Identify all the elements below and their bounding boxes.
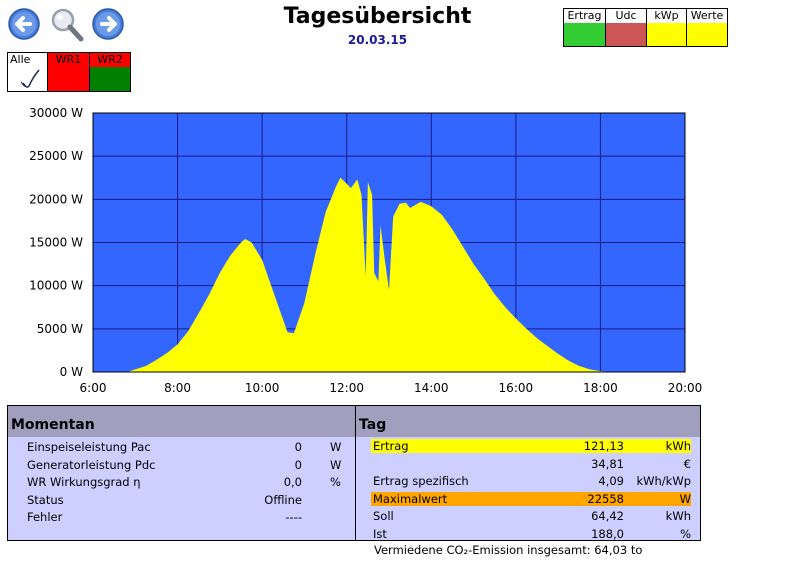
view-werte-toggle[interactable]: Werte (686, 8, 728, 47)
tag-row-value: 188,0 (591, 526, 624, 541)
x-tick-label: 8:00 (164, 381, 191, 395)
tag-row-highlight (371, 491, 691, 506)
view-ertrag-toggle[interactable]: Ertrag (563, 8, 606, 47)
momentan-row-value: 0 (294, 440, 302, 454)
arrow-right-icon[interactable] (92, 8, 124, 40)
momentan-row-label: Fehler (27, 510, 63, 524)
tag-row-label (373, 456, 523, 472)
momentan-row-value: 0,0 (283, 475, 302, 489)
arrow-left-icon[interactable] (8, 8, 40, 40)
power-area (126, 177, 622, 372)
tag-row-value: 34,81 (591, 456, 624, 471)
view-werte-swatch (687, 23, 727, 46)
page-date: 20.03.15 (347, 33, 408, 47)
momentan-row-unit: % (330, 475, 341, 489)
momentan-panel: Momentan Einspeiseleistung Pac 0 W Generato… (7, 405, 357, 541)
y-tick-label: 15000 W (29, 236, 83, 250)
magnifier-icon[interactable] (48, 6, 86, 44)
x-tick-label: 16:00 (499, 381, 534, 395)
momentan-row-value: ---- (285, 510, 302, 524)
tag-row-unit: kWh (665, 439, 691, 453)
inverter-all-swatch (8, 67, 47, 91)
tag-row-unit: % (680, 526, 691, 541)
tag-row-value: 121,13 (583, 439, 624, 453)
chart-frame (92, 112, 686, 373)
inverter-wr2-label: WR2 (90, 53, 130, 68)
tag-row-value: 22558 (587, 491, 624, 506)
page-title: Tagesübersicht (283, 4, 472, 29)
y-tick-label: 0 W (60, 365, 83, 379)
inverter-wr2-toggle[interactable]: WR2 (89, 52, 131, 92)
inverter-wr1-swatch (48, 67, 89, 91)
tag-row-label: Ertrag (373, 439, 409, 453)
inverter-wr1-label: WR1 (48, 53, 89, 68)
tag-row-value: 64,42 (591, 509, 624, 523)
y-tick-label: 10000 W (29, 279, 83, 293)
momentan-row-label: Einspeiseleistung Pac (27, 440, 151, 454)
view-ertrag-swatch (564, 23, 605, 46)
momentan-row-label: Status (27, 492, 64, 507)
momentan-row-unit: W (330, 457, 342, 472)
tag-row-unit: W (679, 491, 691, 506)
view-werte-label: Werte (687, 9, 727, 24)
tag-row-highlight (371, 439, 691, 453)
tag-row-unit: kWh/kWp (636, 474, 691, 488)
view-ertrag-label: Ertrag (564, 9, 605, 24)
momentan-row-value: 0 (294, 457, 302, 472)
y-tick-label: 30000 W (29, 106, 83, 120)
momentan-title: Momentan (8, 406, 356, 437)
inverter-all-toggle[interactable]: Alle (7, 52, 48, 92)
momentan-row-label: Generatorleistung Pdc (27, 457, 156, 472)
view-udc-label: Udc (606, 9, 646, 24)
view-kwp-swatch (647, 23, 686, 46)
x-tick-label: 6:00 (80, 381, 107, 395)
x-tick-label: 14:00 (414, 381, 449, 395)
x-tick-label: 12:00 (329, 381, 364, 395)
x-tick-label: 10:00 (245, 381, 280, 395)
co2-note: Vermiedene CO₂-Emission insgesamt: 64,03… (374, 543, 643, 557)
tag-row-label: Soll (373, 509, 394, 523)
power-chart: 6:00 8:00 10:00 12:00 14:00 16:00 18:00 20:00 0 … (29, 106, 703, 395)
y-tick-label: 20000 W (29, 192, 83, 206)
view-udc-swatch (606, 23, 646, 46)
tag-row-value: 4,09 (598, 474, 624, 488)
momentan-row-label: WR Wirkungsgrad η (27, 475, 141, 489)
tag-row-label: Maximalwert (373, 491, 448, 506)
checkmark-icon (20, 69, 40, 88)
view-kwp-toggle[interactable]: kWp (646, 8, 687, 47)
view-udc-toggle[interactable]: Udc (605, 8, 647, 47)
tag-row-label: Ist (373, 526, 387, 541)
momentan-row-unit (330, 509, 350, 525)
inverter-wr1-toggle[interactable]: WR1 (47, 52, 90, 92)
momentan-row-unit: W (330, 440, 342, 454)
tag-row-unit: kWh (665, 509, 691, 523)
x-tick-label: 20:00 (668, 381, 703, 395)
momentan-row-unit (330, 492, 350, 508)
tag-panel: Tag Ertrag 121,13 kWh 34,81 € Ertrag spezifis… (355, 405, 701, 541)
momentan-row-value: Offline (264, 492, 302, 507)
tag-row-unit: € (683, 456, 691, 471)
y-tick-label: 25000 W (29, 149, 83, 163)
y-tick-label: 5000 W (37, 322, 83, 336)
tag-title: Tag (356, 406, 700, 437)
inverter-wr2-swatch (90, 67, 130, 91)
view-kwp-label: kWp (647, 9, 686, 24)
tag-row-label: Ertrag spezifisch (373, 474, 469, 488)
x-tick-label: 18:00 (583, 381, 618, 395)
inverter-all-label: Alle (8, 53, 47, 68)
